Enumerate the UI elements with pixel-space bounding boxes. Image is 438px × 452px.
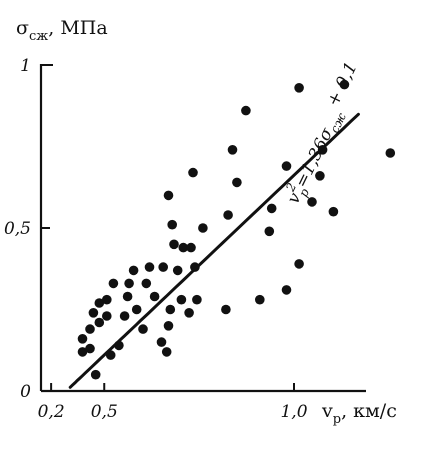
data-point [77,334,88,344]
data-point [90,369,101,380]
data-point [281,161,292,171]
data-point [184,308,194,318]
data-point [232,177,242,188]
data-point [88,308,99,318]
data-point [163,190,174,201]
data-point [192,294,202,305]
data-point [198,223,208,233]
data-point [102,311,112,321]
data-point [167,219,177,230]
trend-equation: v2р=1,36σсж+ 0,1 [277,59,370,209]
data-point [254,294,265,305]
data-point [178,242,189,253]
data-point [138,324,148,334]
data-point [227,145,238,155]
data-point [223,210,233,220]
y-axis-title: σсж, МПа [16,17,108,44]
data-point [339,79,350,90]
data-point [94,317,105,328]
data-point [266,203,277,214]
y-ticks: 00,51 [4,56,50,402]
data-point [122,291,133,302]
data-point [156,337,167,347]
x-tick-label: 0,2 [38,402,65,422]
data-point [315,171,325,181]
data-point [163,321,174,331]
data-point [158,262,168,272]
x-ticks: 0,2 0,5 1,0 [38,383,308,422]
data-point [102,294,112,305]
data-point [294,259,304,269]
data-point [149,291,160,302]
data-point [144,262,155,272]
data-point [264,226,275,237]
data-point [94,298,105,308]
data-point [281,285,292,295]
data-point [131,304,142,315]
data-point [141,278,152,289]
x-axis-title: vр, км/с [321,400,397,427]
data-point [294,83,304,93]
data-point [385,148,396,158]
trend-curve [68,112,360,389]
x-tick-label: 1,0 [280,402,307,422]
y-tick-label: 1 [20,56,31,76]
data-point [161,347,172,357]
data-point [221,304,231,315]
data-point [85,324,95,334]
y-tick-label: 0 [20,382,31,402]
data-point [119,311,130,321]
data-point [188,167,198,178]
data-point [128,265,139,276]
data-points [77,79,396,380]
data-point [77,347,88,357]
data-point [176,294,187,305]
data-point [172,265,183,276]
data-point [186,242,196,253]
data-point [124,278,134,289]
x-tick-label: 0,5 [91,402,118,422]
data-point [241,105,251,116]
y-tick-label: 0,5 [4,219,31,239]
data-point [165,304,176,315]
data-point [307,197,317,207]
data-point [108,278,119,289]
data-point [328,206,339,217]
data-point [169,239,179,250]
data-point [85,343,95,354]
